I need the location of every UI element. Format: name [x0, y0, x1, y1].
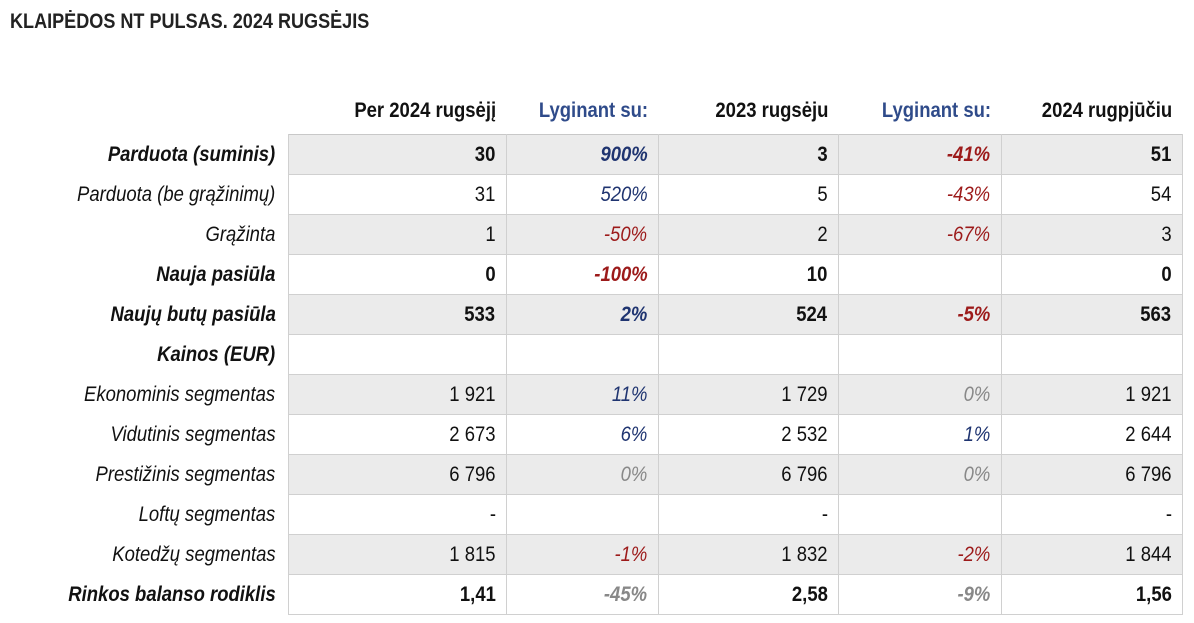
change-vs-prev-month-cell: -67%: [837, 214, 1002, 255]
row-label: Naujų butų pasiūla: [110, 302, 276, 326]
value-prev-month-cell: 563: [1000, 294, 1183, 335]
value-prev-year-cell: 2,58: [657, 574, 839, 615]
change-vs-prev-year-cell: -45%: [505, 574, 659, 615]
value-prev-month-cell: 54: [1000, 174, 1183, 215]
row-label: Grąžinta: [205, 222, 276, 246]
value-prev-year-cell: 6 796: [657, 454, 839, 495]
change-vs-prev-year-cell: -50%: [505, 214, 659, 255]
value-prev-month-cell: 6 796: [1000, 454, 1183, 495]
value-prev-month-cell: 2 644: [1000, 414, 1183, 455]
change-vs-prev-year-cell: [505, 494, 659, 535]
change-vs-prev-year-cell: 6%: [505, 414, 659, 455]
change-vs-prev-year-cell: 2%: [505, 294, 659, 335]
change-vs-prev-month-cell: 1%: [837, 414, 1002, 455]
value-current-cell: 0: [287, 254, 507, 295]
table-row: Rinkos balanso rodiklis 1,41 -45% 2,58 -9% 1,…: [0, 574, 1183, 615]
table-row: Prestižinis segmentas 6 796 0% 6 796 0% 6 796: [0, 454, 1183, 495]
value-current-cell: 1: [287, 214, 507, 255]
value-current-cell: [287, 334, 507, 375]
value-prev-month-cell: 1 844: [1000, 534, 1183, 575]
table-row: Kotedžų segmentas 1 815 -1% 1 832 -2% 1 844: [0, 534, 1183, 575]
change-vs-prev-year-cell: [505, 334, 659, 375]
change-vs-prev-year-cell: 0%: [505, 454, 659, 495]
change-vs-prev-month-cell: -9%: [837, 574, 1002, 615]
row-label: Prestižinis segmentas: [95, 462, 276, 486]
value-current-cell: 1 815: [287, 534, 507, 575]
row-label: Kotedžų segmentas: [112, 542, 276, 566]
value-prev-year-cell: 1 832: [657, 534, 839, 575]
table-row: Loftų segmentas - - -: [0, 494, 1183, 535]
table-row: Parduota (be grąžinimų) 31 520% 5 -43% 54: [0, 174, 1183, 215]
change-vs-prev-month-cell: [837, 334, 1002, 375]
value-prev-year-cell: [657, 334, 839, 375]
value-current-cell: 30: [287, 134, 507, 175]
change-vs-prev-month-cell: [837, 494, 1002, 535]
value-prev-year-cell: 1 729: [657, 374, 839, 415]
change-vs-prev-month-cell: 0%: [837, 374, 1002, 415]
change-vs-prev-month-cell: [837, 254, 1002, 295]
header-prev-year: 2023 rugsėju: [715, 99, 828, 122]
value-prev-year-cell: 10: [657, 254, 839, 295]
value-prev-month-cell: [1000, 334, 1183, 375]
change-vs-prev-year-cell: 520%: [505, 174, 659, 215]
value-current-cell: 6 796: [287, 454, 507, 495]
value-current-cell: -: [287, 494, 507, 535]
value-prev-month-cell: 51: [1000, 134, 1183, 175]
change-vs-prev-month-cell: -43%: [837, 174, 1002, 215]
value-prev-year-cell: 3: [657, 134, 839, 175]
change-vs-prev-year-cell: -1%: [505, 534, 659, 575]
change-vs-prev-month-cell: 0%: [837, 454, 1002, 495]
row-label: Nauja pasiūla: [156, 262, 276, 286]
value-prev-year-cell: 2: [657, 214, 839, 255]
row-label: Parduota (suminis): [108, 142, 276, 166]
row-label: Ekonominis segmentas: [84, 382, 276, 406]
row-label: Parduota (be grąžinimų): [77, 182, 276, 206]
value-current-cell: 1 921: [287, 374, 507, 415]
table-row: Ekonominis segmentas 1 921 11% 1 729 0% 1 921: [0, 374, 1183, 415]
row-label: Kainos (EUR): [157, 342, 276, 366]
value-current-cell: 533: [287, 294, 507, 335]
row-label: Vidutinis segmentas: [110, 422, 276, 446]
value-current-cell: 1,41: [287, 574, 507, 615]
header-compare-1: Lyginant su:: [538, 99, 648, 122]
page-title: KLAIPĖDOS NT PULSAS. 2024 RUGSĖJIS: [10, 10, 370, 33]
header-current-period: Per 2024 rugsėjį: [354, 99, 496, 122]
value-prev-year-cell: 5: [657, 174, 839, 215]
change-vs-prev-year-cell: 11%: [505, 374, 659, 415]
header-prev-month: 2024 rugpjūčiu: [1041, 99, 1172, 122]
row-label: Rinkos balanso rodiklis: [68, 582, 276, 606]
value-prev-month-cell: 3: [1000, 214, 1183, 255]
table-header-row: Per 2024 rugsėjį Lyginant su: 2023 rugsė…: [0, 88, 1182, 135]
table-row: Naujų butų pasiūla 533 2% 524 -5% 563: [0, 294, 1183, 335]
change-vs-prev-month-cell: -2%: [837, 534, 1002, 575]
change-vs-prev-year-cell: -100%: [505, 254, 659, 295]
value-prev-month-cell: 0: [1000, 254, 1183, 295]
change-vs-prev-month-cell: -41%: [837, 134, 1002, 175]
value-prev-month-cell: -: [1000, 494, 1183, 535]
value-current-cell: 2 673: [287, 414, 507, 455]
table-row: Vidutinis segmentas 2 673 6% 2 532 1% 2 644: [0, 414, 1183, 455]
header-compare-2: Lyginant su:: [881, 99, 991, 122]
value-prev-month-cell: 1,56: [1000, 574, 1183, 615]
change-vs-prev-month-cell: -5%: [837, 294, 1002, 335]
row-label: Loftų segmentas: [138, 502, 276, 526]
table-row: Grąžinta 1 -50% 2 -67% 3: [0, 214, 1183, 255]
table-row: Parduota (suminis) 30 900% 3 -41% 51: [0, 134, 1183, 175]
table-row: Nauja pasiūla 0 -100% 10 0: [0, 254, 1183, 295]
change-vs-prev-year-cell: 900%: [505, 134, 659, 175]
value-prev-year-cell: -: [657, 494, 839, 535]
value-prev-year-cell: 524: [657, 294, 839, 335]
table-body: Parduota (suminis) 30 900% 3 -41% 51 Parduota …: [0, 134, 1183, 615]
table-row: Kainos (EUR): [0, 334, 1183, 375]
value-current-cell: 31: [287, 174, 507, 215]
value-prev-year-cell: 2 532: [657, 414, 839, 455]
value-prev-month-cell: 1 921: [1000, 374, 1183, 415]
header-empty-cell: [0, 88, 288, 135]
market-pulse-table: Per 2024 rugsėjį Lyginant su: 2023 rugsė…: [0, 88, 1183, 615]
